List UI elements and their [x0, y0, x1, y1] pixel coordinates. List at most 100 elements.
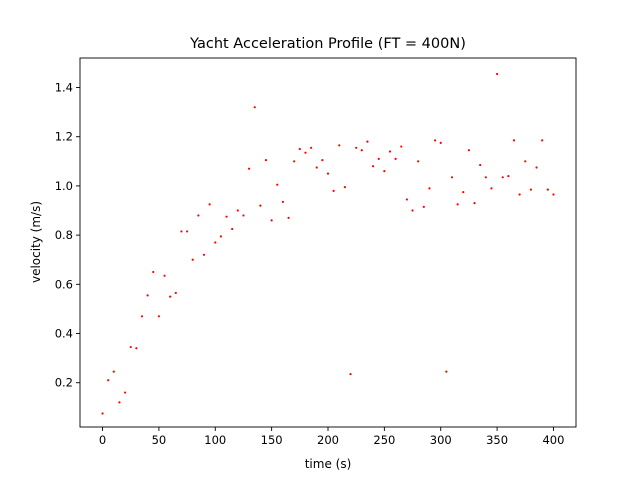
x-tick-label: 100 — [204, 433, 226, 447]
y-tick-label: 0.4 — [55, 327, 73, 341]
data-point — [507, 174, 510, 178]
data-point — [467, 149, 471, 152]
y-tick-label: 1.0 — [55, 179, 73, 193]
data-point — [501, 176, 504, 179]
data-point — [298, 147, 301, 151]
data-point — [118, 401, 121, 404]
x-axis-label: time (s) — [305, 457, 352, 471]
data-point — [366, 140, 369, 143]
data-point — [456, 203, 459, 206]
data-point — [152, 270, 155, 274]
data-point — [462, 190, 465, 194]
data-point — [309, 146, 313, 149]
data-point — [163, 274, 166, 277]
data-point — [231, 227, 234, 231]
data-point — [360, 149, 363, 152]
data-point — [388, 150, 392, 153]
data-point — [377, 157, 380, 160]
data-point — [445, 370, 448, 373]
x-tick-label: 50 — [152, 433, 167, 447]
data-point — [495, 72, 499, 76]
data-point — [276, 183, 279, 186]
data-point — [450, 176, 454, 179]
data-point — [400, 145, 403, 148]
data-point — [236, 209, 239, 212]
x-tick-label: 150 — [261, 433, 283, 447]
data-point — [338, 144, 341, 147]
data-point — [349, 373, 352, 376]
data-point — [281, 200, 285, 204]
data-point — [191, 258, 194, 261]
data-point — [411, 209, 414, 212]
y-axis-ticks: 0.2 0.4 0.6 0.8 1.0 1.2 1.4 — [55, 81, 80, 390]
data-point — [140, 315, 144, 318]
data-point — [321, 158, 324, 162]
x-tick-label: 400 — [542, 433, 564, 447]
data-point — [180, 230, 183, 233]
x-tick-label: 0 — [99, 433, 106, 447]
data-point — [552, 193, 555, 196]
data-point — [270, 219, 273, 222]
data-point — [208, 203, 211, 206]
data-point — [371, 165, 375, 168]
data-point — [293, 160, 296, 163]
x-tick-label: 300 — [430, 433, 452, 447]
data-point — [264, 158, 268, 162]
y-tick-label: 0.8 — [55, 228, 73, 242]
y-axis-label: velocity (m/s) — [29, 201, 43, 283]
data-point — [287, 216, 290, 219]
data-point — [174, 291, 177, 295]
data-point — [326, 172, 330, 175]
data-point — [112, 370, 115, 373]
data-point — [417, 160, 420, 163]
data-point — [535, 166, 538, 169]
data-point — [490, 187, 493, 190]
data-point — [473, 202, 476, 205]
data-point — [157, 315, 161, 318]
data-point — [123, 391, 127, 394]
data-point — [214, 241, 217, 244]
data-point — [433, 139, 437, 142]
x-tick-label: 350 — [486, 433, 508, 447]
data-point — [512, 139, 516, 142]
data-point — [479, 163, 482, 167]
data-point — [197, 214, 200, 217]
plot-area-frame — [79, 57, 577, 428]
data-point — [101, 412, 104, 415]
data-point — [202, 253, 206, 256]
y-tick-label: 1.2 — [55, 130, 73, 144]
chart-title: Yacht Acceleration Profile (FT = 400N) — [189, 36, 466, 52]
data-point — [524, 160, 527, 163]
data-point — [484, 176, 487, 179]
data-point — [242, 214, 245, 217]
data-point — [169, 295, 172, 298]
data-point — [394, 157, 397, 160]
data-point — [355, 146, 358, 149]
data-points — [101, 72, 555, 415]
data-point — [135, 347, 138, 350]
data-point — [405, 198, 409, 201]
data-point — [185, 230, 189, 233]
data-point — [518, 193, 521, 196]
data-point — [146, 294, 149, 297]
data-point — [332, 189, 335, 192]
data-point — [225, 215, 228, 218]
y-tick-label: 1.4 — [55, 81, 73, 95]
x-axis-ticks: 0 50 100 150 200 250 300 350 400 — [99, 427, 564, 447]
x-tick-label: 200 — [317, 433, 339, 447]
data-point — [546, 188, 549, 191]
data-point — [259, 204, 262, 207]
data-point — [304, 151, 307, 154]
data-point — [439, 141, 442, 144]
data-point — [219, 235, 223, 238]
data-point — [383, 170, 386, 173]
data-point — [343, 186, 347, 189]
data-point — [107, 379, 110, 382]
data-point — [129, 345, 132, 349]
data-point — [541, 139, 544, 142]
y-tick-label: 0.2 — [55, 376, 73, 390]
y-tick-label: 0.6 — [55, 277, 73, 291]
data-point — [315, 166, 318, 169]
